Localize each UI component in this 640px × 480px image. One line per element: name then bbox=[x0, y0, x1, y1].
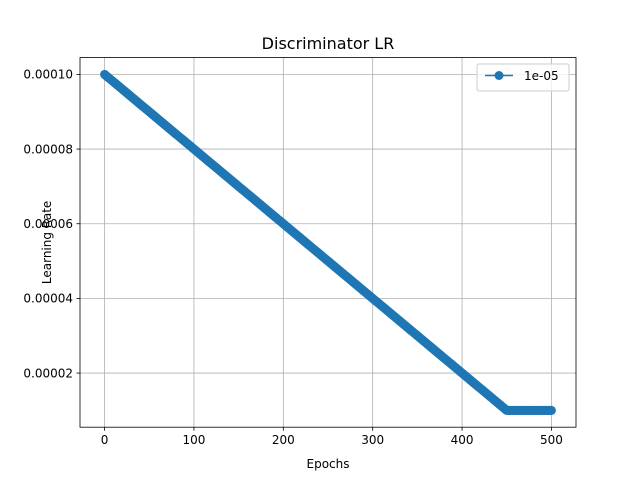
axes-frame bbox=[79, 57, 577, 428]
x-tick-label: 500 bbox=[540, 433, 563, 447]
x-tick-label: 100 bbox=[182, 433, 205, 447]
y-tick-label: 0.00008 bbox=[23, 142, 73, 156]
x-tick-label: 0 bbox=[101, 433, 109, 447]
x-axis-label: Epochs bbox=[307, 457, 350, 471]
x-tick-label: 400 bbox=[451, 433, 474, 447]
x-tick-label: 300 bbox=[361, 433, 384, 447]
y-tick-label: 0.00006 bbox=[23, 217, 73, 231]
legend: 1e-05 bbox=[476, 63, 570, 92]
legend-box bbox=[476, 63, 570, 92]
axes-border bbox=[79, 57, 577, 428]
y-axis-label: Learning Rate bbox=[40, 201, 54, 284]
y-tick-label: 0.00004 bbox=[23, 292, 73, 306]
y-tick-label: 0.00002 bbox=[23, 366, 73, 380]
y-tick-label: 0.00010 bbox=[23, 68, 73, 82]
series-layer bbox=[100, 69, 556, 415]
data-point bbox=[546, 405, 556, 415]
chart-title: Discriminator LR bbox=[262, 34, 395, 53]
legend-series-label: 1e-05 bbox=[524, 69, 559, 83]
x-tick-label: 200 bbox=[272, 433, 295, 447]
legend-marker-swatch bbox=[494, 71, 504, 80]
series-markers bbox=[100, 69, 556, 415]
grid-lines bbox=[80, 57, 576, 428]
ticks: 0 100 200 300 400 500 0.00002 0.00004 0.00006 0.0… bbox=[23, 68, 563, 448]
